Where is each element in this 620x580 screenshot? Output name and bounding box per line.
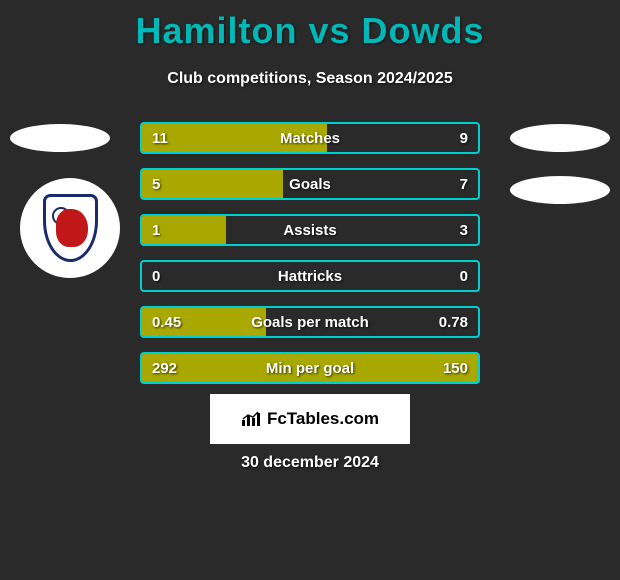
player-right-placeholder-2 <box>510 176 610 204</box>
stat-row-goals: 5 Goals 7 <box>140 168 480 200</box>
player-right-placeholder-1 <box>510 124 610 152</box>
shield-icon <box>43 194 98 262</box>
site-name: FcTables.com <box>267 409 379 429</box>
stat-label: Matches <box>142 130 478 147</box>
stat-row-assists: 1 Assists 3 <box>140 214 480 246</box>
bar-chart-icon <box>241 411 261 427</box>
club-logo-left <box>20 178 120 278</box>
stat-label: Min per goal <box>142 360 478 377</box>
player-left-placeholder-1 <box>10 124 110 152</box>
comparison-bars: 11 Matches 9 5 Goals 7 1 Assists 3 0 Hat… <box>140 122 480 398</box>
stat-label: Assists <box>142 222 478 239</box>
site-badge[interactable]: FcTables.com <box>210 394 410 444</box>
footer-date: 30 december 2024 <box>0 454 620 472</box>
stat-label: Hattricks <box>142 268 478 285</box>
stat-right-value: 7 <box>460 176 468 193</box>
stat-right-value: 0 <box>460 268 468 285</box>
stat-label: Goals per match <box>142 314 478 331</box>
stat-right-value: 3 <box>460 222 468 239</box>
stat-label: Goals <box>142 176 478 193</box>
stat-row-hattricks: 0 Hattricks 0 <box>140 260 480 292</box>
stat-right-value: 9 <box>460 130 468 147</box>
page-subtitle: Club competitions, Season 2024/2025 <box>0 70 620 88</box>
stat-right-value: 150 <box>443 360 468 377</box>
stat-row-matches: 11 Matches 9 <box>140 122 480 154</box>
stat-row-goals-per-match: 0.45 Goals per match 0.78 <box>140 306 480 338</box>
page-title: Hamilton vs Dowds <box>0 0 620 52</box>
stat-row-min-per-goal: 292 Min per goal 150 <box>140 352 480 384</box>
stat-right-value: 0.78 <box>439 314 468 331</box>
